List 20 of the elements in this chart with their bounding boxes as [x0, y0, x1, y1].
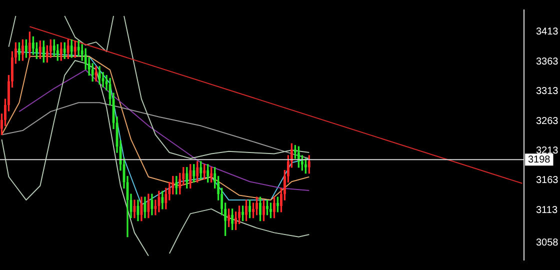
candlestick [266, 200, 268, 216]
candlestick [262, 200, 265, 222]
candlestick [242, 206, 244, 222]
y-tick-label: 3363 [536, 56, 559, 68]
candlestick [259, 196, 262, 222]
y-tick-label: 3263 [536, 116, 559, 127]
candlestick [273, 196, 276, 218]
candlestick [248, 200, 251, 218]
candlestick [18, 42, 20, 61]
y-tick-label: 3113 [536, 204, 558, 216]
candlestick [256, 196, 258, 216]
y-tick-label: 3058 [536, 238, 559, 249]
candlestick [94, 66, 98, 82]
y-tick-label: 3163 [536, 175, 559, 186]
candlestick [276, 196, 279, 212]
candlestick [270, 202, 272, 218]
y-tick-label: 3313 [536, 86, 559, 98]
y-tick-label: 3413 [536, 26, 559, 38]
ref-line-label: 3198 [528, 154, 551, 166]
candlestick [245, 200, 248, 222]
